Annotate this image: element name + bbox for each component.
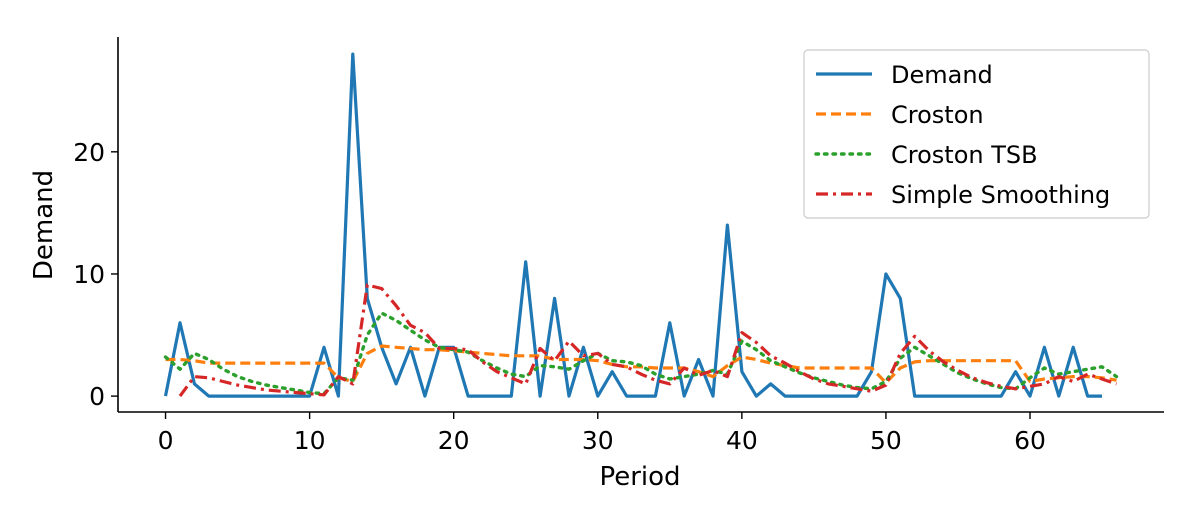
- x-tick-label: 20: [438, 426, 470, 455]
- legend-box: [803, 49, 1150, 219]
- legend-label: Demand: [891, 61, 993, 89]
- axes: [117, 37, 1164, 413]
- x-tick-label: 60: [1014, 426, 1046, 455]
- x-tick-label: 50: [870, 426, 902, 455]
- x-axis-ticks: 0 10 20 30 40 50 60: [158, 412, 1046, 455]
- legend: Demand Croston Croston TSB Simple Smoothing: [803, 49, 1150, 219]
- series-line-croston-tsb: [163, 311, 1119, 396]
- x-tick-label: 30: [582, 426, 614, 455]
- y-axis-label: Demand: [29, 170, 59, 280]
- y-tick-label: 20: [73, 138, 105, 167]
- series-line-simple-smoothing: [178, 283, 1118, 398]
- y-tick-label: 10: [73, 260, 105, 289]
- x-tick-label: 0: [158, 426, 174, 455]
- x-axis-label: Period: [599, 462, 680, 492]
- legend-label: Croston TSB: [891, 141, 1038, 169]
- legend-label: Croston: [891, 101, 984, 129]
- legend-label: Simple Smoothing: [891, 181, 1110, 209]
- x-tick-label: 10: [294, 426, 326, 455]
- x-tick-label: 40: [726, 426, 758, 455]
- y-axis-ticks: 0 10 20: [73, 138, 118, 411]
- series-line-demand: [163, 52, 1102, 398]
- plot-area: [163, 52, 1119, 398]
- y-tick-label: 0: [89, 382, 105, 411]
